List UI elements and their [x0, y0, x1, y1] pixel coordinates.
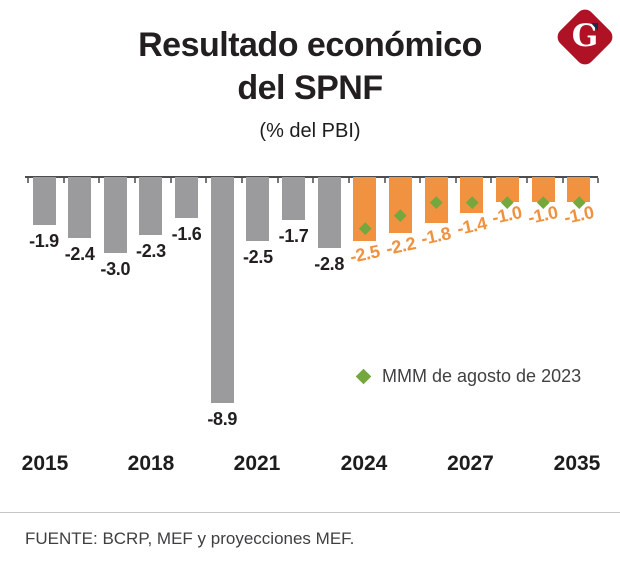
bar-value-label-2018: -2.3 [136, 241, 166, 262]
axis-tick [419, 178, 422, 183]
footer-divider [0, 512, 620, 513]
bar-2015 [32, 177, 56, 226]
bar-value-label-2023: -2.8 [314, 254, 345, 275]
bar-2021 [246, 177, 270, 241]
axis-tick [276, 178, 279, 183]
axis-tick [27, 178, 29, 183]
chart-title-line1: Resultado económico [138, 26, 482, 64]
bar-2025 [389, 177, 412, 233]
axis-tick [347, 178, 350, 183]
bar-value-label-2021: -2.5 [242, 246, 273, 267]
bar-unlabeled-14 [531, 177, 555, 203]
axis-tick [62, 178, 65, 183]
chart-title-line2: del SPNF [237, 69, 383, 107]
bar-2023 [317, 177, 341, 249]
bar-value-label-2020: -8.9 [207, 409, 238, 430]
bar-2016 [68, 177, 92, 238]
axis-tick [240, 178, 243, 183]
axis-tick [133, 178, 136, 183]
bar-value-label-2015: -1.9 [29, 231, 59, 252]
axis-tick [205, 178, 208, 183]
x-axis-label-2021: 2021 [233, 452, 281, 475]
axis-tick [98, 178, 101, 183]
chart-title: Resultado económico del SPNF [0, 24, 620, 110]
bar-2019 [175, 177, 199, 218]
x-axis-label-2015: 2015 [21, 452, 69, 475]
axis-tick [312, 178, 315, 183]
axis-tick [561, 178, 564, 183]
zero-axis-line [25, 176, 598, 178]
legend: MMM de agosto de 2023 [355, 366, 582, 387]
bar-2020 [210, 177, 234, 404]
bar-2024 [353, 177, 377, 241]
bar-2022 [282, 177, 306, 221]
x-axis-label-2035: 2035 [553, 452, 601, 475]
axis-tick [526, 178, 529, 183]
x-axis-label-2027: 2027 [447, 452, 494, 475]
bar-2027 [460, 177, 484, 213]
axis-tick [454, 178, 457, 183]
bar-2035 [567, 177, 591, 203]
source-note: FUENTE: BCRP, MEF y proyecciones MEF. [25, 529, 355, 548]
bar-value-label-2022: -1.7 [278, 226, 309, 247]
legend-diamond-icon [355, 368, 372, 385]
bar-2018 [139, 177, 163, 236]
x-axis-label-2024: 2024 [340, 452, 388, 475]
axis-tick [169, 178, 172, 183]
bar-unlabeled-13 [495, 177, 519, 203]
legend-label: MMM de agosto de 2023 [382, 366, 582, 386]
bar-value-label-2019: -1.6 [171, 223, 202, 244]
axis-tick [383, 178, 386, 183]
chart-subtitle: (% del PBI) [259, 120, 361, 142]
bar-2017 [103, 177, 127, 254]
x-axis-label-2018: 2018 [127, 452, 175, 475]
axis-tick [490, 178, 493, 183]
axis-tick [597, 178, 600, 183]
bar-value-label-2017: -3.0 [100, 259, 131, 280]
bar-value-label-2016: -2.4 [64, 243, 95, 264]
